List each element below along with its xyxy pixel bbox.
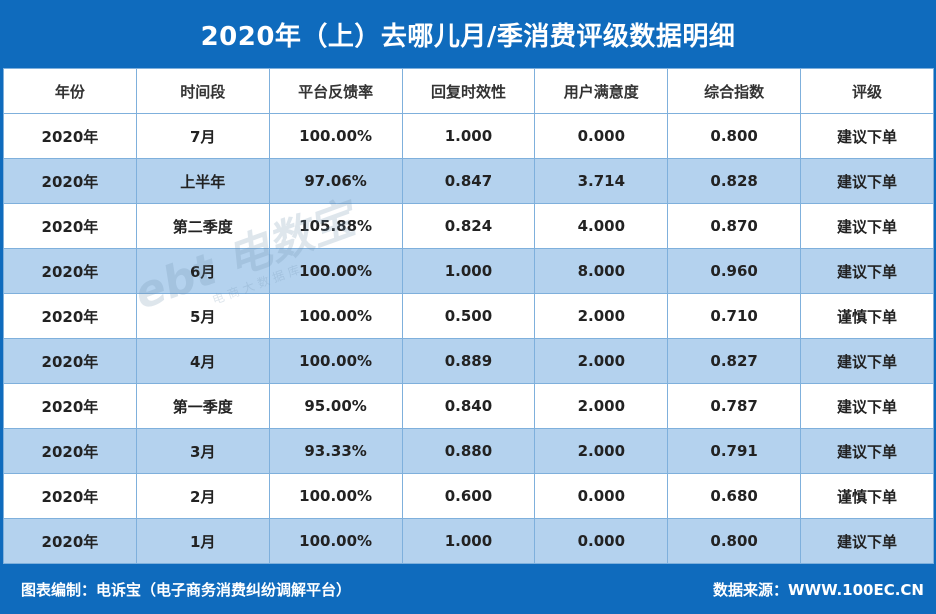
cell-response-timeliness: 0.600: [401, 473, 536, 519]
table-header-row: 年份 时间段 平台反馈率 回复时效性 用户满意度 综合指数 评级: [3, 68, 934, 114]
cell-year: 2020年: [3, 203, 137, 249]
cell-feedback-rate: 95.00%: [268, 383, 403, 429]
cell-year: 2020年: [3, 473, 137, 519]
cell-rating: 建议下单: [800, 113, 934, 159]
cell-period: 1月: [135, 518, 270, 564]
header-period: 时间段: [135, 68, 270, 114]
page-title: 2020年（上）去哪儿月/季消费评级数据明细: [200, 21, 736, 52]
cell-period: 4月: [135, 338, 270, 384]
cell-year: 2020年: [3, 383, 137, 429]
cell-year: 2020年: [3, 518, 137, 564]
table-row: 2020年 7月 100.00% 1.000 0.000 0.800 建议下单: [3, 113, 934, 159]
cell-feedback-rate: 100.00%: [268, 248, 403, 294]
table-row: 2020年 4月 100.00% 0.889 2.000 0.827 建议下单: [3, 338, 934, 384]
cell-feedback-rate: 100.00%: [268, 293, 403, 339]
cell-feedback-rate: 100.00%: [268, 518, 403, 564]
cell-rating: 建议下单: [800, 248, 934, 294]
cell-period: 6月: [135, 248, 270, 294]
cell-response-timeliness: 0.889: [401, 338, 536, 384]
cell-response-timeliness: 1.000: [401, 248, 536, 294]
cell-rating: 建议下单: [800, 428, 934, 474]
cell-period: 第二季度: [135, 203, 270, 249]
cell-year: 2020年: [3, 338, 137, 384]
cell-year: 2020年: [3, 293, 137, 339]
cell-rating: 建议下单: [800, 203, 934, 249]
cell-feedback-rate: 97.06%: [268, 158, 403, 204]
cell-user-satisfaction: 8.000: [534, 248, 669, 294]
table-row: 2020年 第二季度 105.88% 0.824 4.000 0.870 建议下…: [3, 203, 934, 249]
table-row: 2020年 第一季度 95.00% 0.840 2.000 0.787 建议下单: [3, 383, 934, 429]
cell-feedback-rate: 100.00%: [268, 338, 403, 384]
cell-user-satisfaction: 4.000: [534, 203, 669, 249]
cell-composite-index: 0.680: [667, 473, 802, 519]
cell-rating: 谨慎下单: [800, 293, 934, 339]
rating-table: 年份 时间段 平台反馈率 回复时效性 用户满意度 综合指数 评级 2020年 7…: [3, 68, 934, 564]
cell-user-satisfaction: 3.714: [534, 158, 669, 204]
footer-credit: 图表编制：电诉宝（电子商务消费纠纷调解平台）: [21, 580, 352, 599]
cell-user-satisfaction: 2.000: [534, 338, 669, 384]
header-feedback-rate: 平台反馈率: [268, 68, 403, 114]
table-row: 2020年 6月 100.00% 1.000 8.000 0.960 建议下单: [3, 248, 934, 294]
footer-source: 数据来源：WWW.100EC.CN: [713, 580, 924, 599]
title-bar: 2020年（上）去哪儿月/季消费评级数据明细: [0, 0, 936, 68]
cell-user-satisfaction: 0.000: [534, 473, 669, 519]
cell-composite-index: 0.960: [667, 248, 802, 294]
cell-composite-index: 0.787: [667, 383, 802, 429]
cell-year: 2020年: [3, 158, 137, 204]
cell-rating: 谨慎下单: [800, 473, 934, 519]
cell-period: 5月: [135, 293, 270, 339]
cell-user-satisfaction: 0.000: [534, 518, 669, 564]
header-response-timeliness: 回复时效性: [401, 68, 536, 114]
cell-period: 7月: [135, 113, 270, 159]
cell-period: 上半年: [135, 158, 270, 204]
table-row: 2020年 1月 100.00% 1.000 0.000 0.800 建议下单: [3, 518, 934, 564]
cell-user-satisfaction: 0.000: [534, 113, 669, 159]
cell-rating: 建议下单: [800, 158, 934, 204]
cell-rating: 建议下单: [800, 518, 934, 564]
cell-year: 2020年: [3, 113, 137, 159]
table-container: 年份 时间段 平台反馈率 回复时效性 用户满意度 综合指数 评级 2020年 7…: [0, 68, 936, 564]
cell-composite-index: 0.828: [667, 158, 802, 204]
cell-composite-index: 0.710: [667, 293, 802, 339]
cell-composite-index: 0.800: [667, 518, 802, 564]
table-row: 2020年 上半年 97.06% 0.847 3.714 0.828 建议下单: [3, 158, 934, 204]
cell-feedback-rate: 93.33%: [268, 428, 403, 474]
cell-feedback-rate: 100.00%: [268, 473, 403, 519]
cell-composite-index: 0.791: [667, 428, 802, 474]
cell-user-satisfaction: 2.000: [534, 428, 669, 474]
header-year: 年份: [3, 68, 137, 114]
cell-response-timeliness: 0.500: [401, 293, 536, 339]
cell-composite-index: 0.827: [667, 338, 802, 384]
cell-period: 第一季度: [135, 383, 270, 429]
cell-rating: 建议下单: [800, 383, 934, 429]
header-composite-index: 综合指数: [667, 68, 802, 114]
cell-period: 3月: [135, 428, 270, 474]
header-rating: 评级: [800, 68, 934, 114]
header-user-satisfaction: 用户满意度: [534, 68, 669, 114]
cell-response-timeliness: 0.847: [401, 158, 536, 204]
cell-response-timeliness: 0.840: [401, 383, 536, 429]
cell-response-timeliness: 1.000: [401, 113, 536, 159]
cell-feedback-rate: 105.88%: [268, 203, 403, 249]
cell-response-timeliness: 1.000: [401, 518, 536, 564]
cell-response-timeliness: 0.880: [401, 428, 536, 474]
cell-user-satisfaction: 2.000: [534, 383, 669, 429]
cell-response-timeliness: 0.824: [401, 203, 536, 249]
cell-period: 2月: [135, 473, 270, 519]
cell-composite-index: 0.800: [667, 113, 802, 159]
table-row: 2020年 3月 93.33% 0.880 2.000 0.791 建议下单: [3, 428, 934, 474]
cell-user-satisfaction: 2.000: [534, 293, 669, 339]
cell-composite-index: 0.870: [667, 203, 802, 249]
table-row: 2020年 5月 100.00% 0.500 2.000 0.710 谨慎下单: [3, 293, 934, 339]
cell-rating: 建议下单: [800, 338, 934, 384]
cell-year: 2020年: [3, 428, 137, 474]
cell-feedback-rate: 100.00%: [268, 113, 403, 159]
cell-year: 2020年: [3, 248, 137, 294]
table-row: 2020年 2月 100.00% 0.600 0.000 0.680 谨慎下单: [3, 473, 934, 519]
footer-bar: 图表编制：电诉宝（电子商务消费纠纷调解平台） 数据来源：WWW.100EC.CN: [0, 564, 936, 614]
